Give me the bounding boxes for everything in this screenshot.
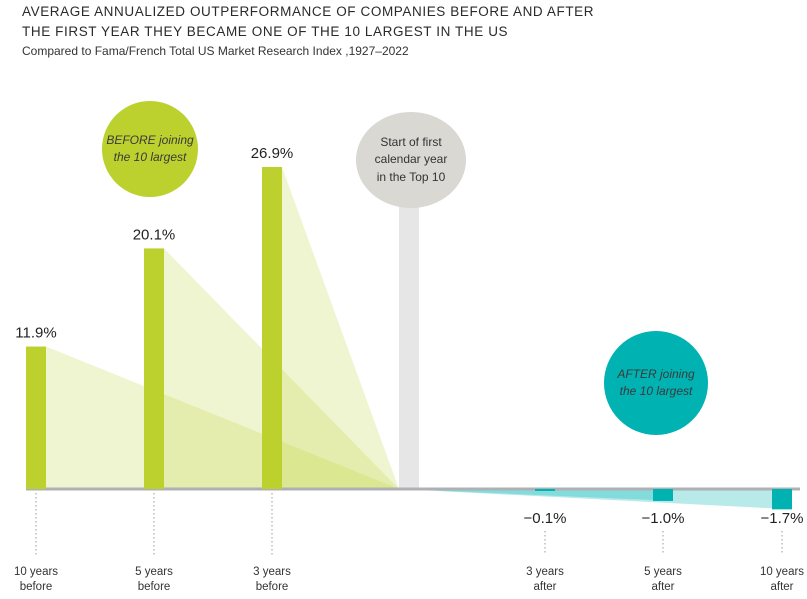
before-joining-badge: BEFORE joining the 10 largest <box>102 101 198 197</box>
tick-label-4-1: after <box>651 581 674 593</box>
after-badge-line-1: AFTER joining <box>617 366 695 381</box>
bar-3 <box>535 489 555 491</box>
bar-4 <box>653 489 673 501</box>
tick-label-4-0: 5 years <box>644 566 682 578</box>
tick-label-2-0: 3 years <box>253 566 291 578</box>
tick-label-5-0: 10 years <box>760 566 804 578</box>
tick-label-0-1: before <box>20 581 53 593</box>
start-badge-line-2: calendar year <box>374 152 448 167</box>
data-label-1: 20.1% <box>133 226 176 243</box>
before-fan-2 <box>282 167 399 489</box>
tick-label-0-0: 10 years <box>14 566 58 578</box>
bar-0 <box>26 346 46 489</box>
chart-title-line-1: AVERAGE ANNUALIZED OUTPERFORMANCE OF COM… <box>22 4 595 19</box>
data-label-4: −1.0% <box>642 510 685 527</box>
before-fan-0 <box>46 346 399 489</box>
before-badge-line-2: the 10 largest <box>113 150 187 164</box>
tick-label-1-0: 5 years <box>135 566 173 578</box>
data-label-5: −1.7% <box>761 510 804 527</box>
bar-1 <box>144 248 164 489</box>
start-marker-pole <box>399 190 419 489</box>
after-fan-4 <box>399 489 673 501</box>
start-badge-line-1: Start of first <box>380 134 442 149</box>
data-label-3: −0.1% <box>524 510 567 527</box>
after-fan-5 <box>399 489 792 510</box>
chart-subtitle: Compared to Fama/French Total US Market … <box>22 44 409 58</box>
data-label-0: 11.9% <box>15 325 56 342</box>
after-joining-badge: AFTER joining the 10 largest <box>604 331 708 435</box>
chart-title-line-2: THE FIRST YEAR THEY BECAME ONE OF THE 10… <box>22 24 509 39</box>
bar-5 <box>772 489 792 510</box>
tick-label-1-1: before <box>138 581 171 593</box>
after-badge-line-2: the 10 largest <box>619 384 693 398</box>
tick-label-2-1: before <box>256 581 289 593</box>
tick-label-3-0: 3 years <box>526 566 564 578</box>
start-badge-line-3: in the Top 10 <box>376 169 446 184</box>
bar-2 <box>262 167 282 489</box>
tick-label-3-1: after <box>533 581 556 593</box>
start-of-first-year-badge: Start of first calendar year in the Top … <box>356 112 466 208</box>
tick-label-5-1: after <box>770 581 793 593</box>
before-badge-line-1: BEFORE joining <box>106 132 194 147</box>
data-label-2: 26.9% <box>251 145 294 162</box>
